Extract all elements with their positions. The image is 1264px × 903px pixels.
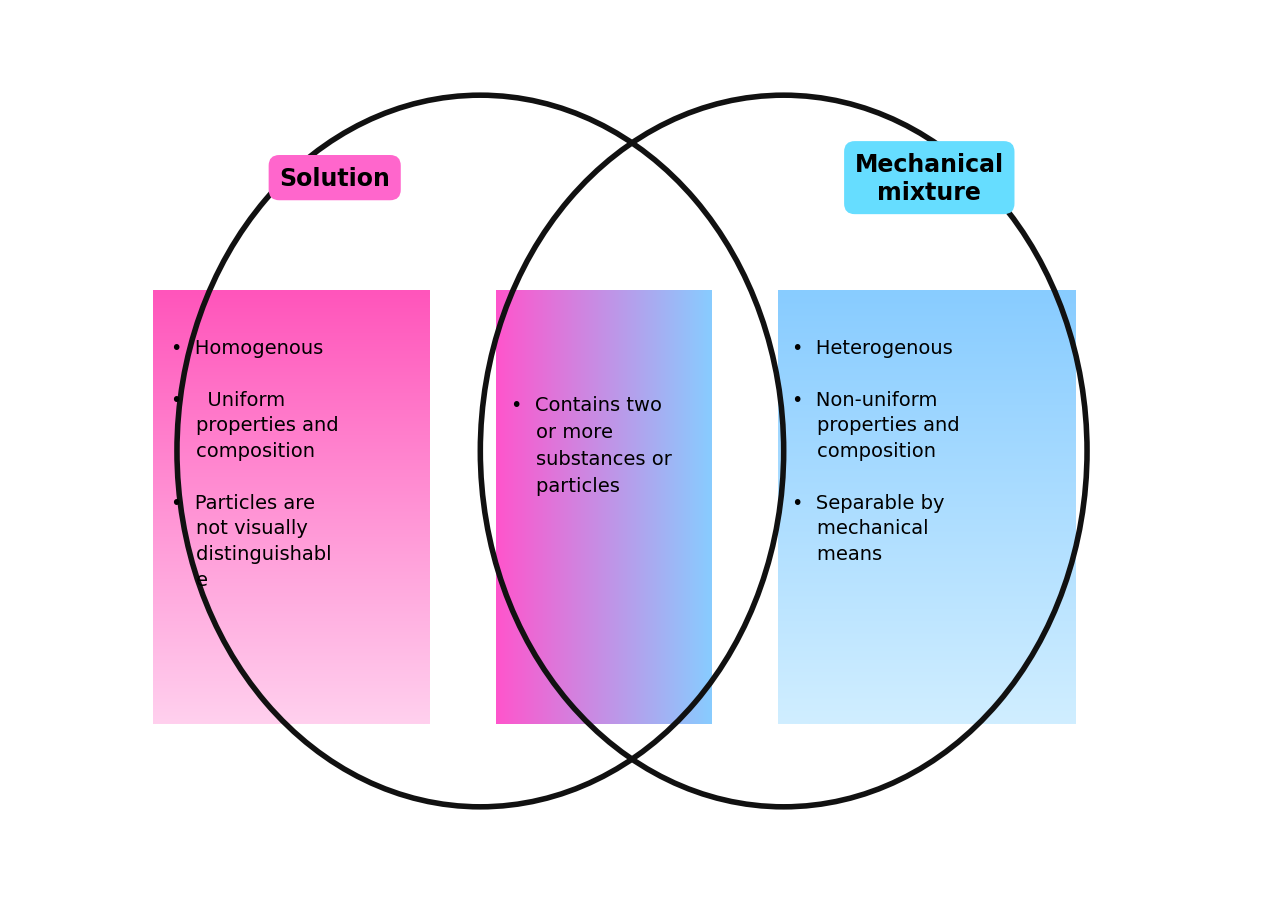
Text: •  Heterogenous

•  Non-uniform
    properties and
    composition

•  Separable: • Heterogenous • Non-uniform properties … <box>793 339 959 563</box>
Text: •  Homogenous

•    Uniform
    properties and
    composition

•  Particles are: • Homogenous • Uniform properties and co… <box>171 339 339 590</box>
Text: •  Contains two
    or more
    substances or
    particles: • Contains two or more substances or par… <box>511 396 671 496</box>
Text: Solution: Solution <box>279 166 391 191</box>
Text: Mechanical
mixture: Mechanical mixture <box>854 153 1004 204</box>
